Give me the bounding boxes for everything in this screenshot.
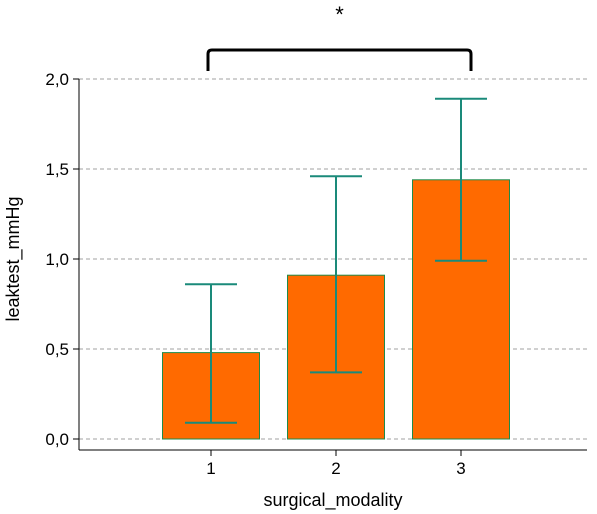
y-tick-label: 0,5 bbox=[45, 340, 69, 359]
y-axis-title: leaktest_mmHg bbox=[3, 196, 24, 321]
x-tick-label: 1 bbox=[206, 459, 215, 478]
axes bbox=[78, 79, 587, 451]
x-ticks: 1 2 3 bbox=[206, 450, 466, 478]
significance-bracket-group: * bbox=[206, 2, 473, 71]
x-tick-label: 2 bbox=[331, 459, 340, 478]
significance-bracket bbox=[206, 48, 473, 71]
y-tick-label: 1,0 bbox=[45, 250, 69, 269]
x-tick-label: 3 bbox=[456, 459, 465, 478]
x-axis-title: surgical_modality bbox=[263, 490, 402, 511]
y-tick-label: 0,0 bbox=[45, 430, 69, 449]
y-tick-label: 1,5 bbox=[45, 160, 69, 179]
y-tick-label: 2,0 bbox=[45, 70, 69, 89]
error-bars bbox=[185, 97, 487, 424]
y-ticks: 0,0 0,5 1,0 1,5 2,0 bbox=[45, 70, 79, 449]
significance-label: * bbox=[335, 2, 344, 27]
